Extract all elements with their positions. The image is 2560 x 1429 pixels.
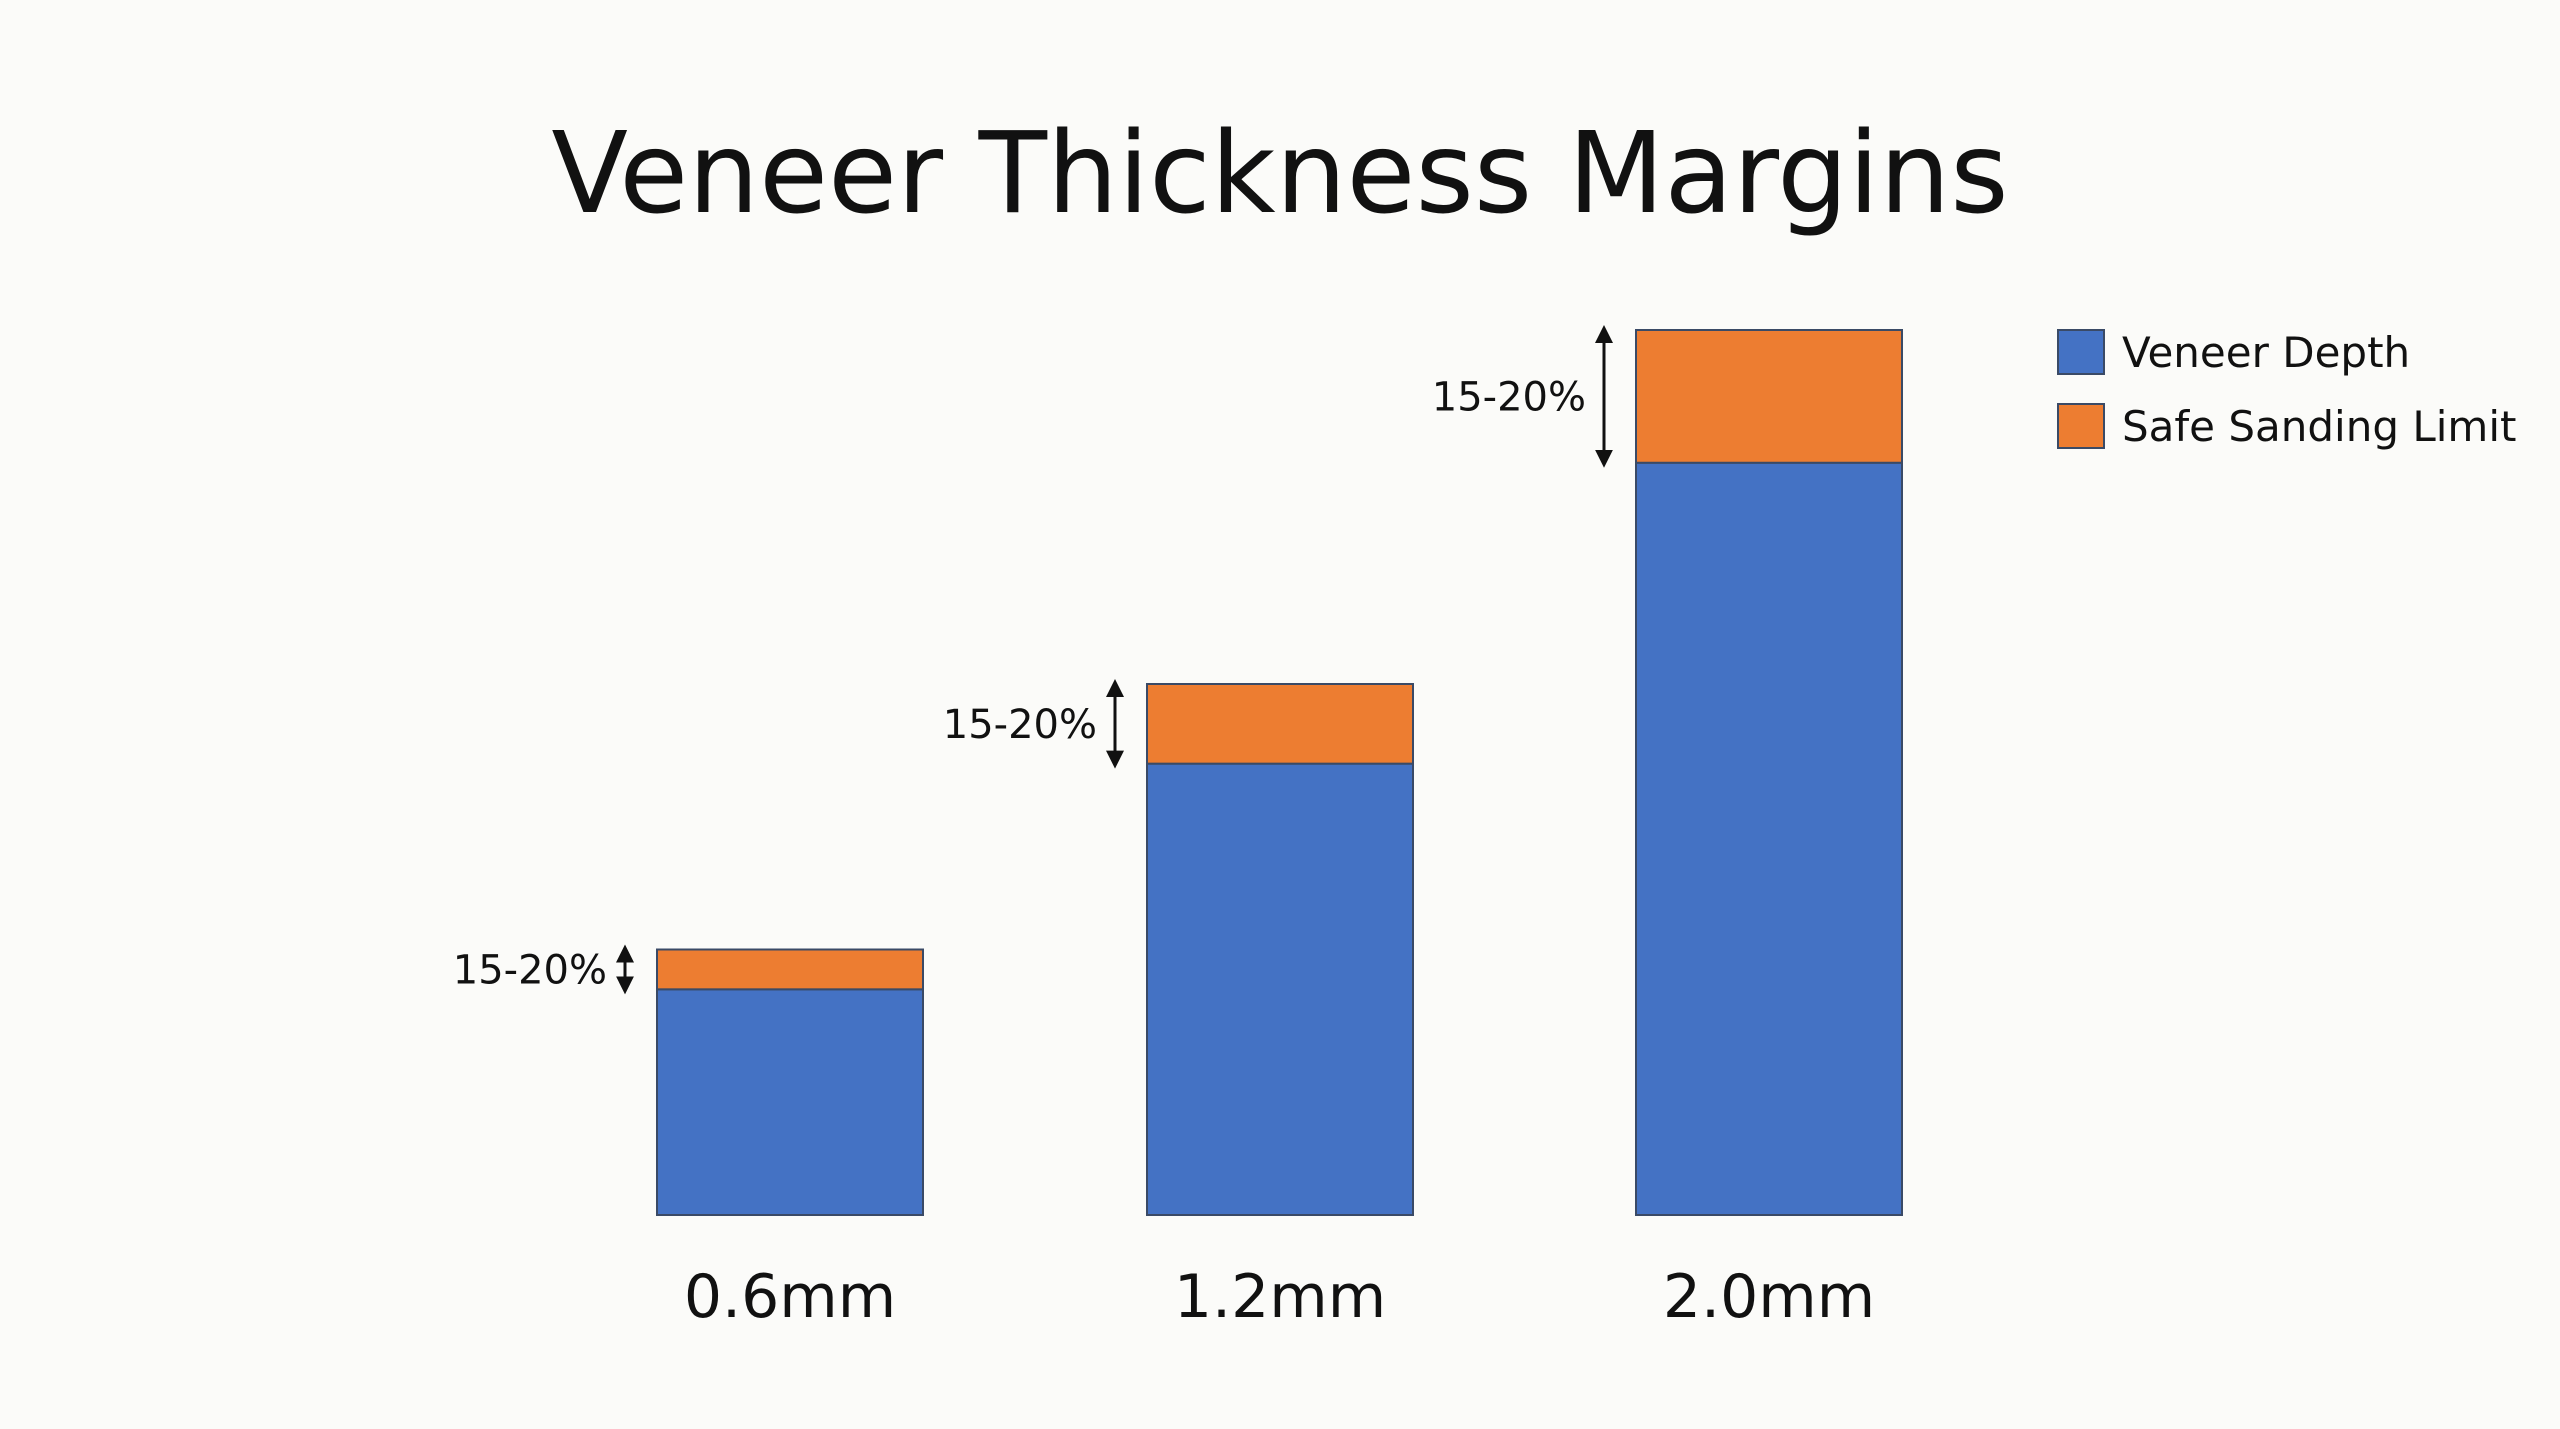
legend-swatch-1 — [2057, 403, 2105, 449]
margin-label-2: 15-20% — [1432, 374, 1586, 420]
bars — [656, 329, 1903, 1217]
bar-veneer-depth-1 — [1146, 762, 1414, 1217]
legend-label-1: Safe Sanding Limit — [2122, 402, 2516, 451]
bar-veneer-depth-2 — [1635, 461, 1903, 1216]
legend-label-0: Veneer Depth — [2122, 328, 2410, 377]
bar-safe-sanding-limit-0 — [656, 948, 924, 991]
category-label-1: 1.2mm — [1174, 1262, 1386, 1332]
margin-label-0: 15-20% — [453, 947, 607, 993]
margin-label-1: 15-20% — [943, 702, 1097, 748]
bar-safe-sanding-limit-1 — [1146, 683, 1414, 765]
chart-title: Veneer Thickness Margins — [551, 109, 2008, 239]
bar-safe-sanding-limit-2 — [1635, 329, 1903, 464]
category-label-0: 0.6mm — [684, 1262, 896, 1332]
bar-veneer-depth-0 — [656, 988, 924, 1217]
legend-swatch-0 — [2057, 329, 2105, 375]
legend: Veneer Depth Safe Sanding Limit — [2057, 328, 2516, 451]
category-labels: 0.6mm 1.2mm 2.0mm — [684, 1262, 1875, 1332]
annotations: 15-20% 15-20% 15-20% — [453, 325, 1613, 995]
category-label-2: 2.0mm — [1663, 1262, 1875, 1332]
